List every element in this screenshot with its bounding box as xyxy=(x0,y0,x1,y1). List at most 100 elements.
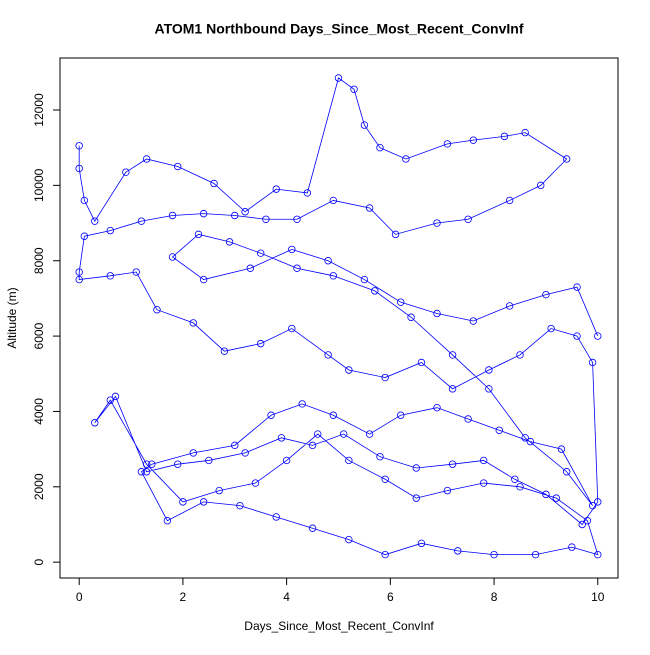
data-point xyxy=(417,539,426,548)
data-point xyxy=(464,215,472,223)
data-point xyxy=(314,430,322,438)
data-point xyxy=(521,434,529,442)
x-tick-label: 2 xyxy=(180,590,187,604)
data-point xyxy=(168,253,177,261)
data-point xyxy=(412,464,420,472)
data-point xyxy=(288,324,296,333)
y-tick-label: 4000 xyxy=(32,398,46,425)
y-tick-label: 2000 xyxy=(32,473,46,500)
data-point xyxy=(106,396,115,404)
data-point xyxy=(189,319,197,327)
data-point xyxy=(490,550,498,559)
data-point xyxy=(194,230,203,239)
data-point xyxy=(80,232,89,240)
data-point xyxy=(137,217,146,225)
data-point xyxy=(236,501,244,510)
data-point xyxy=(137,468,146,476)
data-point xyxy=(376,452,384,461)
data-point xyxy=(469,136,478,144)
y-tick-label: 6000 xyxy=(32,322,46,349)
data-point xyxy=(91,419,99,427)
data-point xyxy=(397,411,405,419)
data-point xyxy=(376,143,384,152)
data-point xyxy=(448,351,457,359)
data-point xyxy=(80,196,89,205)
data-point xyxy=(142,468,151,476)
data-point xyxy=(454,547,462,555)
data-line xyxy=(78,77,599,556)
data-point xyxy=(397,298,405,306)
data-point xyxy=(199,209,208,218)
data-point xyxy=(433,403,441,412)
data-point xyxy=(578,520,586,529)
data-point xyxy=(225,238,234,246)
data-point xyxy=(594,498,602,506)
data-point xyxy=(345,366,353,374)
data-point xyxy=(371,287,379,295)
data-point xyxy=(199,498,208,506)
data-point xyxy=(521,128,529,137)
data-point xyxy=(142,460,151,468)
data-point xyxy=(557,445,566,453)
data-point xyxy=(381,550,389,559)
data-point xyxy=(381,373,389,382)
data-point xyxy=(495,426,503,434)
data-point xyxy=(588,501,597,510)
data-point xyxy=(360,121,369,129)
data-point xyxy=(542,490,550,499)
data-point xyxy=(205,456,213,465)
data-point xyxy=(308,441,317,450)
data-point xyxy=(583,517,592,525)
data-point xyxy=(433,219,441,227)
y-tick-label: 8000 xyxy=(32,247,46,274)
data-point xyxy=(75,164,83,173)
y-tick-label: 10000 xyxy=(32,168,46,202)
data-point xyxy=(433,309,441,318)
data-point xyxy=(531,550,540,559)
data-point xyxy=(174,460,182,468)
data-point xyxy=(350,85,358,93)
data-point xyxy=(174,162,182,171)
x-tick-label: 8 xyxy=(491,590,498,604)
data-point xyxy=(179,498,187,506)
data-point xyxy=(381,475,389,483)
data-point xyxy=(573,332,581,340)
data-point xyxy=(148,460,156,468)
data-point xyxy=(417,358,426,367)
data-point xyxy=(594,332,602,340)
data-point xyxy=(562,155,571,163)
data-point xyxy=(339,430,348,438)
x-tick-label: 0 xyxy=(76,590,83,604)
y-tick-label: 0 xyxy=(32,559,46,566)
data-point xyxy=(443,486,452,495)
data-point xyxy=(500,132,509,141)
data-point xyxy=(267,411,275,419)
data-point xyxy=(199,275,208,284)
data-point xyxy=(277,434,286,442)
data-point xyxy=(163,517,172,525)
x-tick-label: 4 xyxy=(283,590,290,604)
data-point xyxy=(75,275,83,284)
data-point xyxy=(485,366,493,374)
data-point xyxy=(562,468,571,476)
data-point xyxy=(412,494,420,502)
data-point xyxy=(552,494,560,502)
data-point xyxy=(329,411,337,419)
data-point xyxy=(142,155,151,163)
data-point xyxy=(464,415,472,423)
data-point xyxy=(334,74,343,82)
data-point xyxy=(345,456,353,465)
data-point xyxy=(537,181,545,190)
data-point xyxy=(189,449,197,457)
data-point xyxy=(251,479,260,487)
data-point xyxy=(365,204,374,212)
data-point xyxy=(215,486,223,495)
data-point xyxy=(168,211,177,220)
data-point xyxy=(272,185,280,193)
data-point xyxy=(153,306,161,314)
data-point xyxy=(308,524,317,532)
data-point xyxy=(282,456,291,465)
x-axis-label: Days_Since_Most_Recent_ConvInf xyxy=(244,619,434,633)
